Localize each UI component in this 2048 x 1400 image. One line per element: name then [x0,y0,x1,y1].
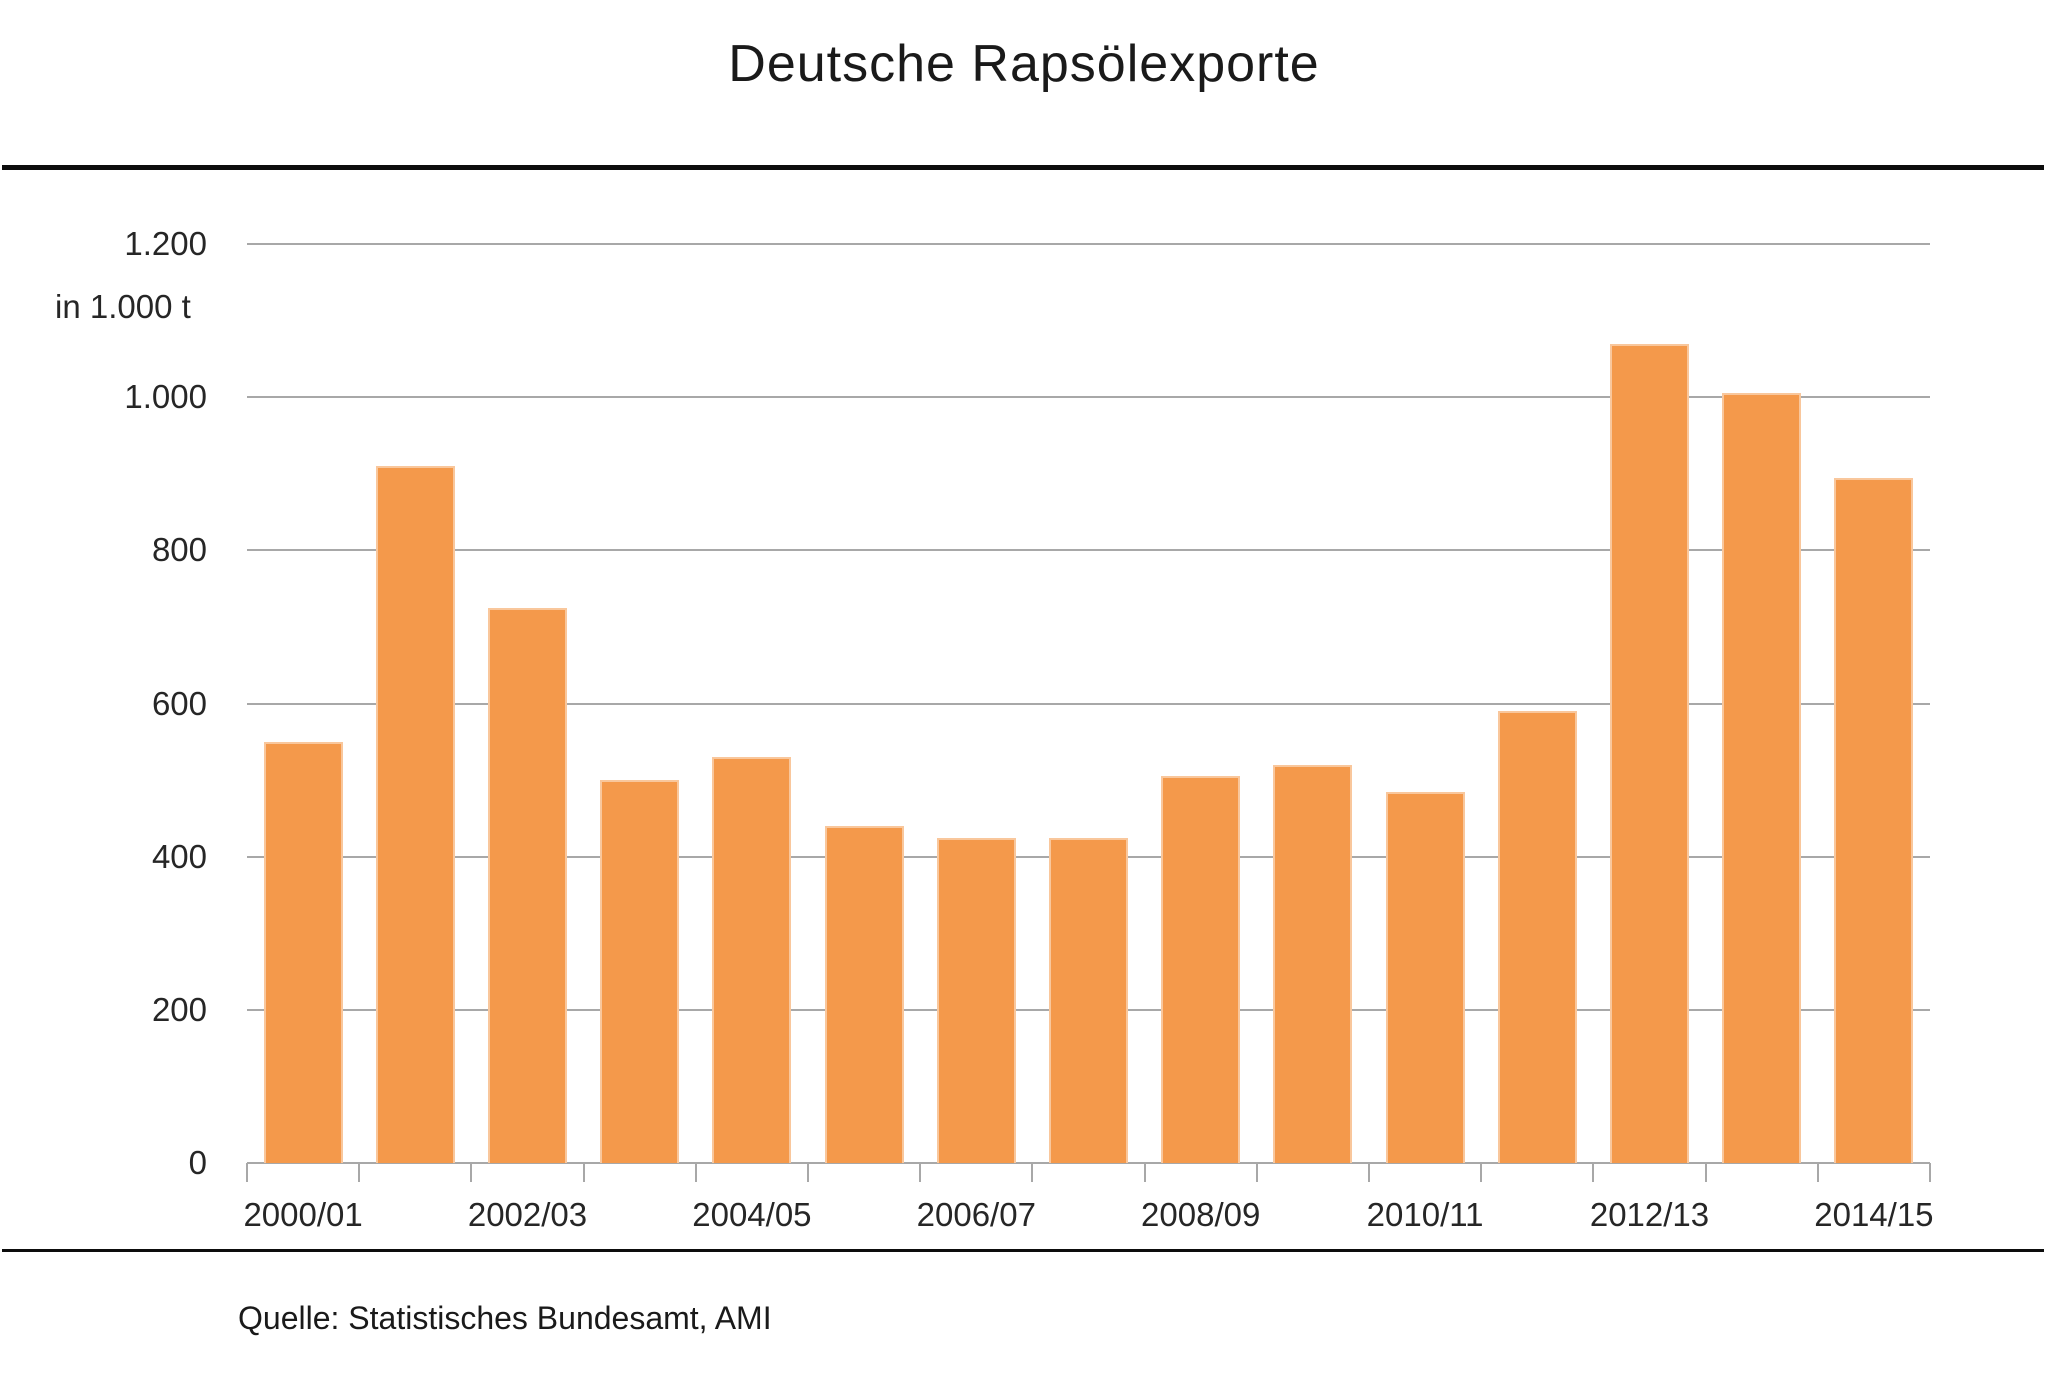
x-tick-label: 2000/01 [243,1196,363,1233]
y-tick-label: 800 [151,531,207,569]
gridline [247,243,1930,245]
x-tick-mark [1143,1163,1146,1182]
x-tick-label: 2002/03 [467,1196,588,1233]
bottom-divider [2,1249,2044,1252]
bar-2000-01 [263,741,343,1163]
x-tick-mark [1368,1163,1370,1182]
x-tick-label: 2006/07 [916,1196,1036,1233]
plot-area [246,243,1931,1182]
gridline [247,549,1930,552]
y-tick-label: 200 [151,990,207,1028]
bar-2014-15 [1834,477,1914,1163]
x-tick-mark [919,1163,922,1182]
y-tick-label: 600 [151,684,207,722]
x-tick-label: 2008/09 [1141,1196,1261,1233]
bar-2007-08 [1049,837,1128,1163]
x-tick-label: 2010/11 [1366,1196,1484,1233]
x-tick-mark [1255,1163,1258,1182]
x-tick-mark [470,1163,473,1182]
source-text: Quelle: Statistisches Bundesamt, AMI [238,1300,772,1336]
bar-2010-11 [1385,791,1465,1163]
x-tick-mark [807,1163,809,1182]
bar-2006-07 [936,837,1016,1163]
page-title: Deutsche Rapsölexporte [728,35,1320,93]
x-tick-mark [1480,1163,1483,1182]
gridline [247,702,1930,705]
x-tick-mark [246,1163,248,1182]
x-tick-mark [1031,1163,1034,1182]
y-tick-label: 1.200 [124,225,207,262]
bar-2011-12 [1497,711,1577,1163]
x-tick-label: 2014/15 [1814,1196,1934,1233]
x-tick-mark [694,1163,697,1182]
x-tick-mark [1929,1163,1931,1182]
x-tick-mark [1704,1163,1707,1182]
y-tick-label: 400 [151,837,207,875]
bar-2008-09 [1161,776,1241,1163]
gridline [247,396,1930,399]
x-tick-mark [358,1163,361,1182]
bar-2004-05 [712,757,792,1163]
bar-2005-06 [824,826,904,1163]
y-tick-label: 0 [188,1144,207,1181]
y-tick-label: 1.000 [124,378,207,416]
x-tick-label: 2004/05 [692,1196,812,1233]
top-divider [2,165,2044,170]
bar-2001-02 [375,466,455,1163]
x-tick-mark [1816,1163,1819,1182]
x-tick-mark [582,1163,585,1182]
bar-2002-03 [488,607,567,1163]
bar-2009-10 [1273,764,1353,1163]
bar-2012-13 [1610,343,1689,1163]
x-tick-label: 2012/13 [1589,1196,1710,1233]
x-axis-line [247,1162,1930,1164]
bar-2013-14 [1722,393,1802,1163]
y-axis-unit-label: in 1.000 t [55,288,191,325]
bar-2003-04 [600,780,680,1163]
x-tick-mark [1592,1163,1595,1182]
